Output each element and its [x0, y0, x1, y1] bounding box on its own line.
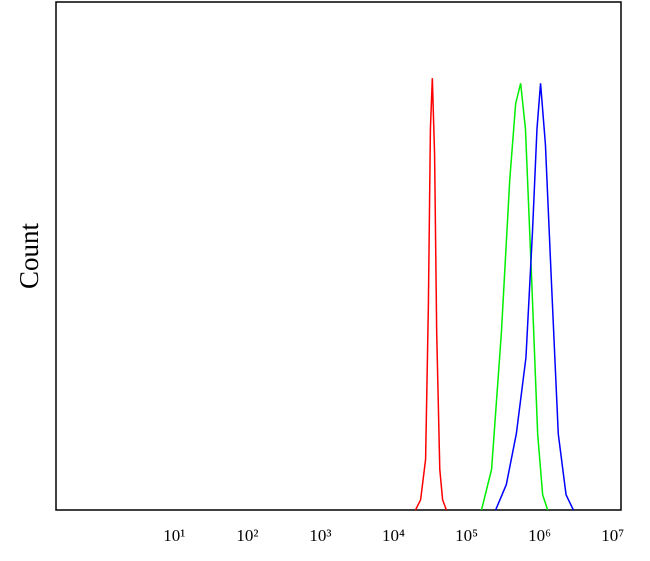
x-tick-label: 10⁴	[382, 526, 405, 545]
plot-frame	[55, 1, 622, 511]
x-tick-label: 10⁵	[455, 526, 478, 545]
histogram-line	[494, 83, 575, 511]
histogram-line	[480, 83, 549, 511]
x-tick-label: 10³	[309, 526, 331, 545]
x-tick-label: 10⁶	[528, 526, 551, 545]
histogram-line	[414, 78, 448, 511]
x-tick-label: 10²	[236, 526, 258, 545]
y-axis-label: Count	[14, 222, 44, 289]
x-tick-label: 10¹	[163, 526, 185, 545]
x-tick-label: 10⁷	[601, 526, 624, 545]
